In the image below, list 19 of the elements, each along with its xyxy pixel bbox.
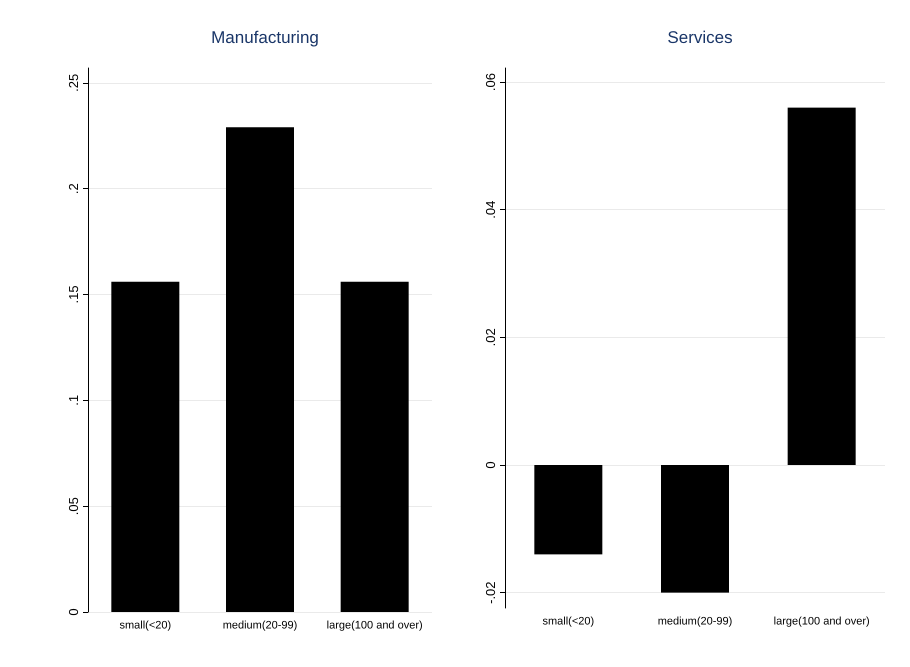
x-tick-label: medium(20-99) — [222, 620, 298, 632]
y-tick-label: .2 — [66, 183, 81, 194]
y-tick-label: .15 — [66, 285, 81, 304]
y-tick-label: .25 — [66, 74, 81, 92]
x-tick-label: small(<20) — [120, 620, 172, 632]
y-tick-label: .02 — [483, 328, 498, 346]
y-tick-label: 0 — [66, 608, 81, 616]
y-tick-label: .05 — [66, 497, 81, 516]
x-tick-label: medium(20-99) — [658, 616, 732, 628]
x-tick-label: large(100 and over) — [774, 616, 870, 628]
x-tick-label: large(100 and over) — [326, 620, 423, 632]
y-tick-label: .06 — [483, 73, 498, 92]
y-tick-label: .1 — [66, 394, 81, 406]
x-tick-label: small(<20) — [542, 616, 594, 628]
y-tick-label: .04 — [483, 200, 498, 219]
y-tick-label: -.02 — [483, 581, 498, 604]
chart-title: Services — [667, 28, 733, 47]
chart-title: Manufacturing — [211, 28, 319, 47]
y-tick-label: 0 — [483, 461, 498, 469]
